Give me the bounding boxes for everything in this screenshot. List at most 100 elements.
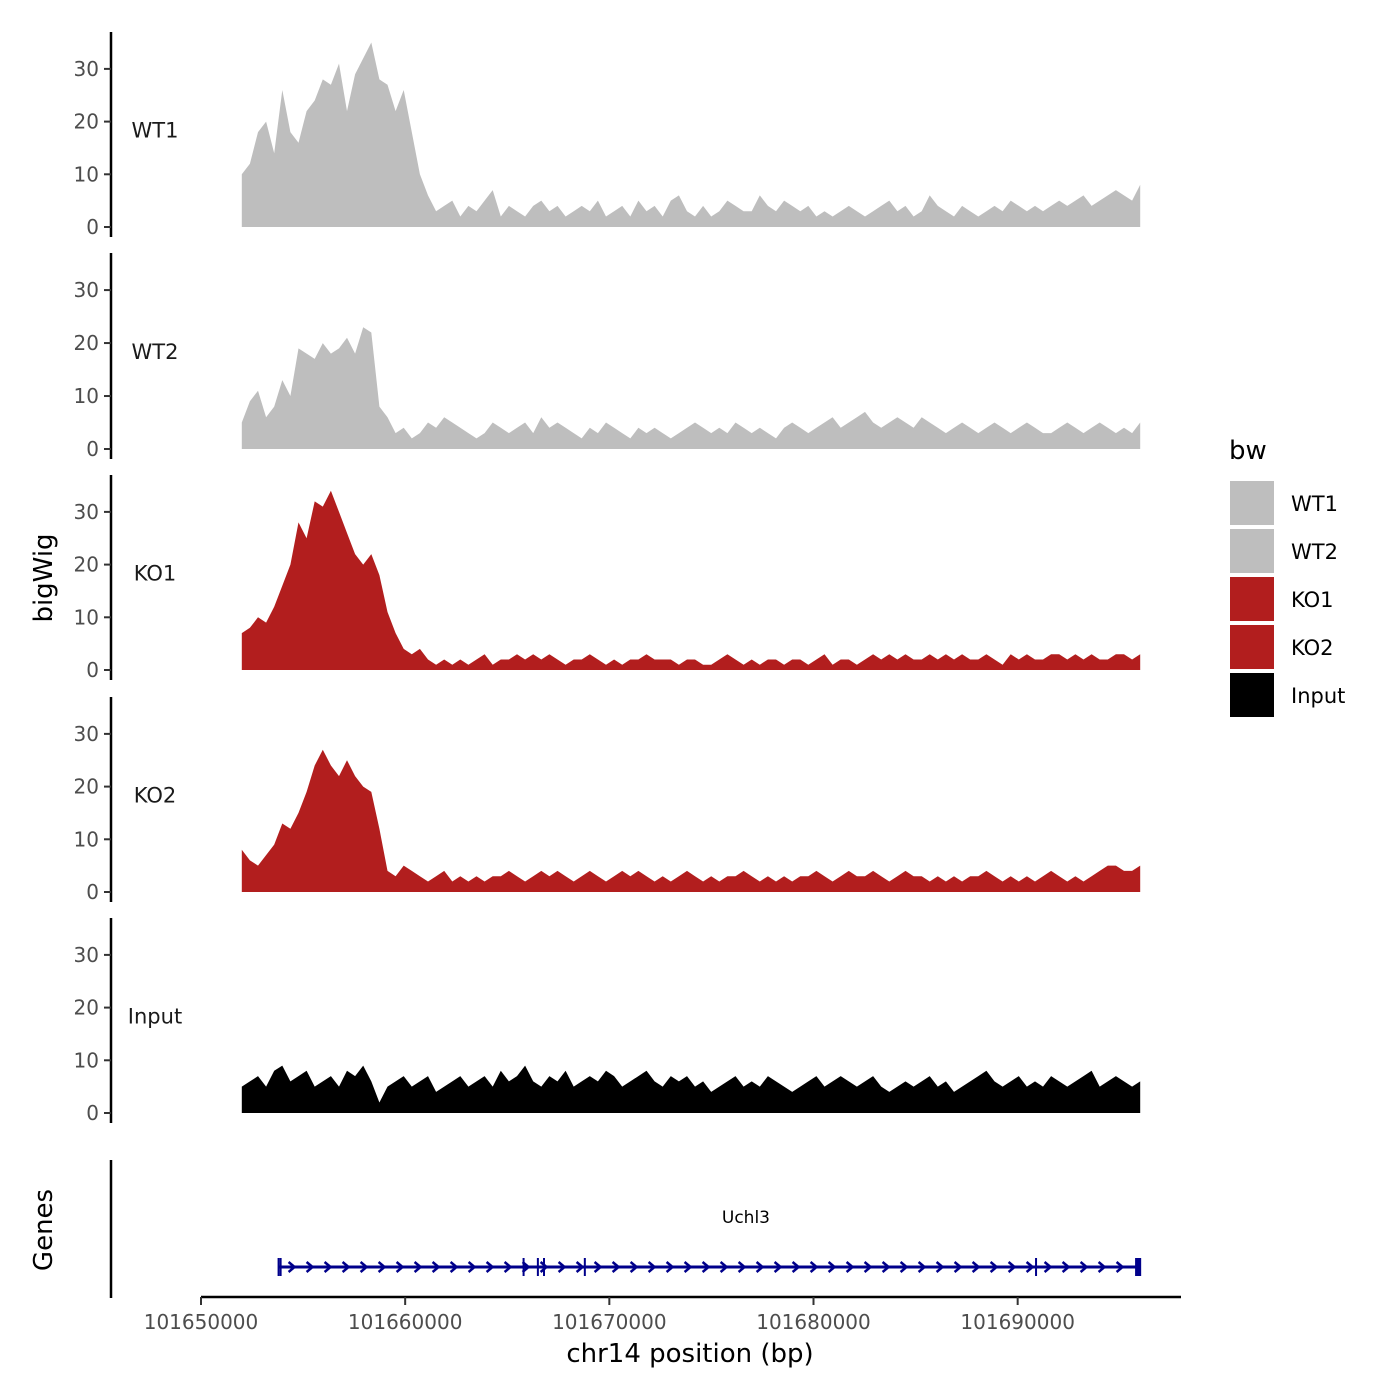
strand-arrow-icon xyxy=(881,1261,891,1273)
y-tick-label: 0 xyxy=(86,1101,99,1125)
y-axis-title: bigWig xyxy=(29,533,59,622)
track-label-input: Input xyxy=(128,1005,182,1029)
strand-arrow-icon xyxy=(1025,1261,1035,1273)
strand-arrow-icon xyxy=(899,1261,909,1273)
exon-block xyxy=(1136,1258,1141,1276)
track-label-wt1: WT1 xyxy=(132,119,179,143)
legend-swatch-ko1 xyxy=(1230,577,1274,621)
x-tick-label: 101680000 xyxy=(756,1310,871,1334)
y-tick-label: 20 xyxy=(74,553,99,577)
strand-arrow-icon xyxy=(449,1261,459,1273)
track-input: 0 10 20 30 Input xyxy=(74,918,1141,1125)
legend-label-wt1: WT1 xyxy=(1291,492,1338,516)
signal-area-wt2 xyxy=(241,327,1141,449)
strand-arrow-icon xyxy=(989,1261,999,1273)
strand-arrow-icon xyxy=(611,1261,621,1273)
strand-arrow-icon xyxy=(593,1261,603,1273)
strand-arrow-icon xyxy=(827,1261,837,1273)
y-tick-label: 0 xyxy=(86,437,99,461)
strand-arrow-icon xyxy=(341,1261,351,1273)
strand-arrow-icon xyxy=(431,1261,441,1273)
legend: bw WT1 WT2 KO1 KO2 Input xyxy=(1229,436,1345,717)
y-tick-label: 20 xyxy=(74,110,99,134)
y-tick-label: 30 xyxy=(74,57,99,81)
y-tick-label: 20 xyxy=(74,331,99,355)
strand-arrow-icon xyxy=(791,1261,801,1273)
signal-tracks: 0 10 20 30 WT1 0 10 20 30 WT2 0 10 20 30 KO1 0 10 20 30 KO2… xyxy=(74,32,1141,1125)
strand-arrow-icon xyxy=(1115,1261,1125,1273)
strand-arrow-icon xyxy=(557,1261,567,1273)
legend-label-ko1: KO1 xyxy=(1291,588,1334,612)
y-tick-label: 0 xyxy=(86,880,99,904)
legend-swatch-input xyxy=(1230,673,1274,717)
x-tick-label: 101660000 xyxy=(348,1310,463,1334)
strand-arrow-icon xyxy=(629,1261,639,1273)
strand-arrow-icon xyxy=(755,1261,765,1273)
strand-arrow-icon xyxy=(1097,1261,1107,1273)
track-wt2: 0 10 20 30 WT2 xyxy=(74,253,1141,461)
y-tick-label: 10 xyxy=(74,1048,99,1072)
y-tick-label: 30 xyxy=(74,500,99,524)
signal-area-input xyxy=(241,1065,1141,1113)
strand-arrow-icon xyxy=(1079,1261,1089,1273)
x-tick-label: 101650000 xyxy=(144,1310,259,1334)
y-tick-label: 30 xyxy=(74,722,99,746)
strand-arrow-icon xyxy=(917,1261,927,1273)
legend-swatch-ko2 xyxy=(1230,625,1274,669)
signal-area-ko2 xyxy=(241,749,1141,892)
y-tick-label: 30 xyxy=(74,943,99,967)
strand-arrow-icon xyxy=(539,1261,549,1273)
strand-arrow-icon xyxy=(395,1261,405,1273)
strand-arrow-icon xyxy=(953,1261,963,1273)
strand-arrow-icon xyxy=(1061,1261,1071,1273)
track-label-ko2: KO2 xyxy=(134,784,177,808)
y-tick-label: 10 xyxy=(74,384,99,408)
strand-arrow-icon xyxy=(809,1261,819,1273)
y-tick-label: 10 xyxy=(74,827,99,851)
legend-swatch-wt1 xyxy=(1230,481,1274,525)
strand-arrow-icon xyxy=(773,1261,783,1273)
strand-arrow-icon xyxy=(1043,1261,1053,1273)
track-label-wt2: WT2 xyxy=(132,340,179,364)
strand-arrow-icon xyxy=(647,1261,657,1273)
strand-arrow-icon xyxy=(359,1261,369,1273)
strand-arrow-icon xyxy=(575,1261,585,1273)
gene-label: Uchl3 xyxy=(722,1208,770,1228)
strand-arrow-icon xyxy=(971,1261,981,1273)
track-wt1: 0 10 20 30 WT1 xyxy=(74,32,1141,239)
legend-label-ko2: KO2 xyxy=(1291,636,1334,660)
track-ko2: 0 10 20 30 KO2 xyxy=(74,697,1141,904)
y-tick-label: 20 xyxy=(74,996,99,1020)
legend-label-input: Input xyxy=(1291,684,1345,708)
strand-arrow-icon xyxy=(863,1261,873,1273)
y-tick-label: 10 xyxy=(74,605,99,629)
strand-arrow-icon xyxy=(683,1261,693,1273)
y-tick-label: 0 xyxy=(86,658,99,682)
x-tick-label: 101690000 xyxy=(960,1310,1075,1334)
strand-arrow-icon xyxy=(323,1261,333,1273)
genes-axis-title: Genes xyxy=(29,1189,59,1271)
x-axis-title: chr14 position (bp) xyxy=(566,1339,813,1369)
strand-arrow-icon xyxy=(377,1261,387,1273)
strand-arrow-icon xyxy=(467,1261,477,1273)
x-axis: 101650000 101660000 101670000 101680000 1016… xyxy=(144,1295,1181,1334)
y-tick-label: 0 xyxy=(86,215,99,239)
x-tick-label: 101670000 xyxy=(552,1310,667,1334)
strand-arrow-icon xyxy=(413,1261,423,1273)
strand-arrow-icon xyxy=(845,1261,855,1273)
strand-arrow-icon xyxy=(287,1261,297,1273)
strand-arrow-icon xyxy=(1007,1261,1017,1273)
strand-arrow-icon xyxy=(305,1261,315,1273)
y-tick-label: 30 xyxy=(74,278,99,302)
legend-label-wt2: WT2 xyxy=(1291,540,1338,564)
legend-swatch-wt2 xyxy=(1230,529,1274,573)
legend-title: bw xyxy=(1229,436,1267,466)
signal-area-wt1 xyxy=(241,42,1141,227)
strand-arrow-icon xyxy=(737,1261,747,1273)
strand-arrow-icon xyxy=(485,1261,495,1273)
strand-arrow-icon xyxy=(665,1261,675,1273)
y-tick-label: 10 xyxy=(74,162,99,186)
strand-arrow-icon xyxy=(935,1261,945,1273)
